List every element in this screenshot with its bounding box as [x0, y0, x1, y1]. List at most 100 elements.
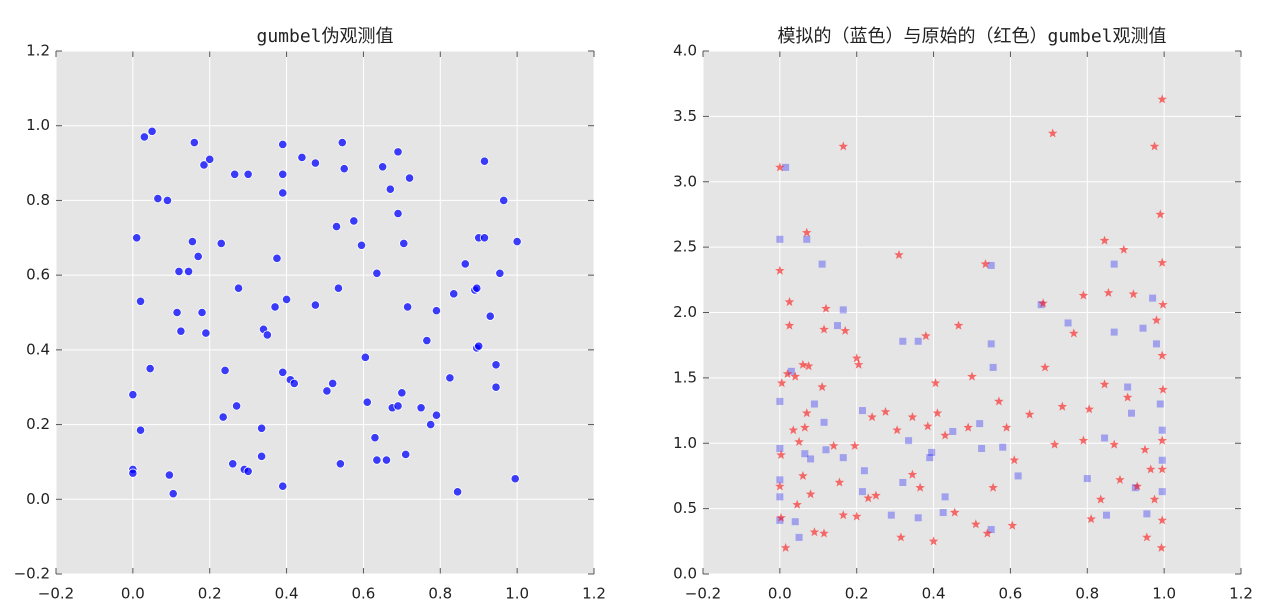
point: [228, 459, 238, 469]
point: [479, 233, 490, 243]
point: [256, 451, 267, 461]
point: [1122, 392, 1133, 402]
point: [852, 511, 862, 521]
point: [485, 311, 495, 321]
point: [887, 511, 895, 519]
point: [1149, 294, 1157, 302]
point: [162, 195, 173, 206]
point: [1069, 328, 1079, 338]
point: [278, 188, 288, 198]
point: [776, 512, 786, 522]
point: [820, 418, 828, 426]
y-tick-label: 3.5: [673, 107, 697, 125]
point: [989, 363, 997, 371]
x-tick-label: 0.4: [922, 585, 946, 603]
x-tick-label: 1.2: [582, 585, 606, 603]
point: [1132, 481, 1142, 491]
point: [1158, 488, 1166, 496]
point: [790, 371, 800, 381]
point: [230, 169, 240, 179]
point: [784, 320, 795, 330]
point: [801, 450, 809, 458]
y-tick-label: 0.2: [26, 415, 50, 433]
chart-title: gumbel伪观测值: [256, 26, 393, 47]
x-tick-label: 0.2: [845, 585, 869, 603]
point: [1149, 494, 1160, 504]
y-tick-label: 1.5: [673, 368, 697, 386]
point: [1157, 94, 1167, 104]
y-tick-label: 0.0: [26, 490, 50, 508]
point: [819, 324, 829, 334]
point: [834, 322, 841, 330]
point: [1083, 475, 1091, 483]
point: [802, 227, 812, 237]
point: [787, 367, 795, 375]
point: [858, 488, 866, 496]
point: [782, 163, 790, 171]
point: [199, 160, 209, 170]
point: [128, 468, 138, 478]
point: [949, 427, 957, 435]
point: [197, 307, 207, 318]
point: [860, 467, 868, 475]
point: [853, 359, 864, 369]
point: [243, 169, 253, 179]
point: [776, 493, 784, 501]
point: [928, 448, 936, 456]
point: [792, 499, 802, 509]
point: [422, 335, 432, 346]
point: [1057, 401, 1068, 411]
point: [153, 193, 163, 204]
point: [923, 421, 933, 431]
point: [512, 236, 522, 247]
x-tick-label: 1.2: [1229, 585, 1253, 603]
point: [1157, 464, 1167, 474]
point: [776, 235, 784, 243]
point: [310, 158, 320, 168]
point: [798, 359, 808, 369]
point: [474, 341, 484, 351]
point: [218, 412, 228, 422]
y-tick-label: 3.0: [673, 172, 697, 190]
point: [976, 420, 984, 428]
point: [928, 536, 939, 546]
point: [1155, 209, 1166, 219]
y-tick-label: 1.0: [26, 116, 50, 134]
point: [331, 221, 342, 232]
point: [1024, 409, 1035, 419]
x-tick-label: 1.0: [1152, 585, 1176, 603]
point: [168, 489, 178, 499]
point: [1078, 435, 1089, 445]
point: [270, 302, 280, 312]
point: [1099, 379, 1110, 389]
point: [798, 470, 808, 480]
point: [479, 156, 490, 166]
point: [139, 132, 149, 142]
point: [183, 266, 194, 277]
point: [1157, 515, 1167, 525]
point: [1158, 456, 1166, 464]
point: [941, 493, 949, 501]
point: [431, 410, 442, 420]
point: [987, 340, 995, 348]
point: [310, 300, 320, 310]
point: [262, 330, 272, 340]
point: [404, 173, 415, 183]
x-tick-label: 0.8: [1075, 585, 1099, 603]
point: [1064, 319, 1072, 327]
point: [1142, 532, 1152, 542]
point: [281, 294, 292, 305]
point: [1124, 383, 1132, 391]
point: [1038, 298, 1048, 308]
y-tick-label: 1.2: [26, 42, 50, 60]
point: [775, 265, 785, 275]
x-tick-label: −0.2: [38, 585, 74, 603]
point: [510, 474, 520, 484]
point: [971, 519, 981, 529]
point: [921, 331, 931, 341]
point: [807, 455, 815, 463]
point: [982, 528, 993, 538]
x-tick-label: 0.0: [121, 585, 145, 603]
point: [776, 444, 784, 452]
point: [988, 482, 998, 492]
